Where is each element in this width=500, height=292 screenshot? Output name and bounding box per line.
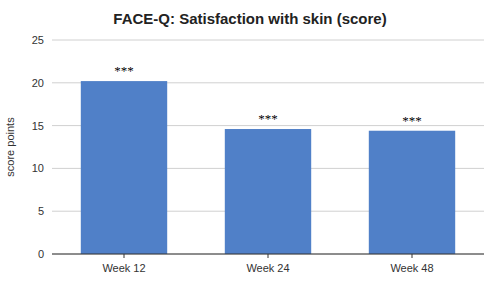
chart-container: FACE-Q: Satisfaction with skin (score) 0 5…: [0, 0, 500, 292]
x-tick-label: Week 24: [246, 262, 289, 274]
x-tick: [124, 254, 125, 258]
grid-line: [52, 40, 484, 41]
annotations: *** *** ***: [114, 63, 422, 128]
bar: [81, 81, 167, 254]
y-tick-label: 20: [32, 77, 44, 89]
bars: [81, 81, 455, 254]
y-tick-label: 15: [32, 120, 44, 132]
chart-svg: FACE-Q: Satisfaction with skin (score) 0 5…: [0, 0, 500, 292]
x-tick-label: Week 12: [102, 262, 145, 274]
y-tick-label: 0: [38, 248, 44, 260]
x-tick-label: Week 48: [390, 262, 433, 274]
title: FACE-Q: Satisfaction with skin (score): [113, 10, 386, 27]
bar: [225, 129, 311, 254]
significance-label: ***: [114, 63, 134, 78]
y-tick-label: 25: [32, 34, 44, 46]
significance-label: ***: [402, 113, 422, 128]
y-tick-label: 10: [32, 162, 44, 174]
significance-label: ***: [258, 111, 278, 126]
y-axis-label: score points: [4, 117, 16, 177]
bar: [369, 131, 455, 254]
x-tick: [268, 254, 269, 258]
y-tick-label: 5: [38, 205, 44, 217]
y-axis: 0 5 10 15 20 25: [32, 34, 484, 260]
x-axis: Week 12 Week 24 Week 48: [52, 254, 484, 274]
x-tick: [412, 254, 413, 258]
